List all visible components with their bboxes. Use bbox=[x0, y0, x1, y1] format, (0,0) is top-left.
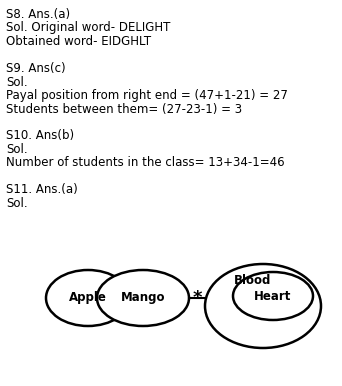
Text: Blood: Blood bbox=[234, 274, 272, 286]
Text: S10. Ans(b): S10. Ans(b) bbox=[6, 129, 74, 142]
Text: Mango: Mango bbox=[121, 291, 165, 305]
Text: S11. Ans.(a): S11. Ans.(a) bbox=[6, 183, 78, 196]
Text: Sol. Original word- DELIGHT: Sol. Original word- DELIGHT bbox=[6, 22, 170, 34]
Text: Number of students in the class= 13+34-1=46: Number of students in the class= 13+34-1… bbox=[6, 156, 285, 169]
Ellipse shape bbox=[46, 270, 130, 326]
Text: Sol.: Sol. bbox=[6, 197, 28, 210]
Ellipse shape bbox=[97, 270, 189, 326]
Text: Sol.: Sol. bbox=[6, 76, 28, 88]
Text: Payal position from right end = (47+1-21) = 27: Payal position from right end = (47+1-21… bbox=[6, 89, 288, 102]
Text: S9. Ans(c): S9. Ans(c) bbox=[6, 62, 66, 75]
Text: Obtained word- EIDGHLT: Obtained word- EIDGHLT bbox=[6, 35, 151, 48]
Text: Students between them= (27-23-1) = 3: Students between them= (27-23-1) = 3 bbox=[6, 103, 242, 115]
Text: Sol.: Sol. bbox=[6, 143, 28, 156]
Text: Heart: Heart bbox=[254, 290, 292, 303]
Ellipse shape bbox=[233, 272, 313, 320]
Text: Apple: Apple bbox=[69, 291, 107, 305]
Ellipse shape bbox=[205, 264, 321, 348]
Text: S8. Ans.(a): S8. Ans.(a) bbox=[6, 8, 70, 21]
Text: *: * bbox=[192, 289, 202, 307]
